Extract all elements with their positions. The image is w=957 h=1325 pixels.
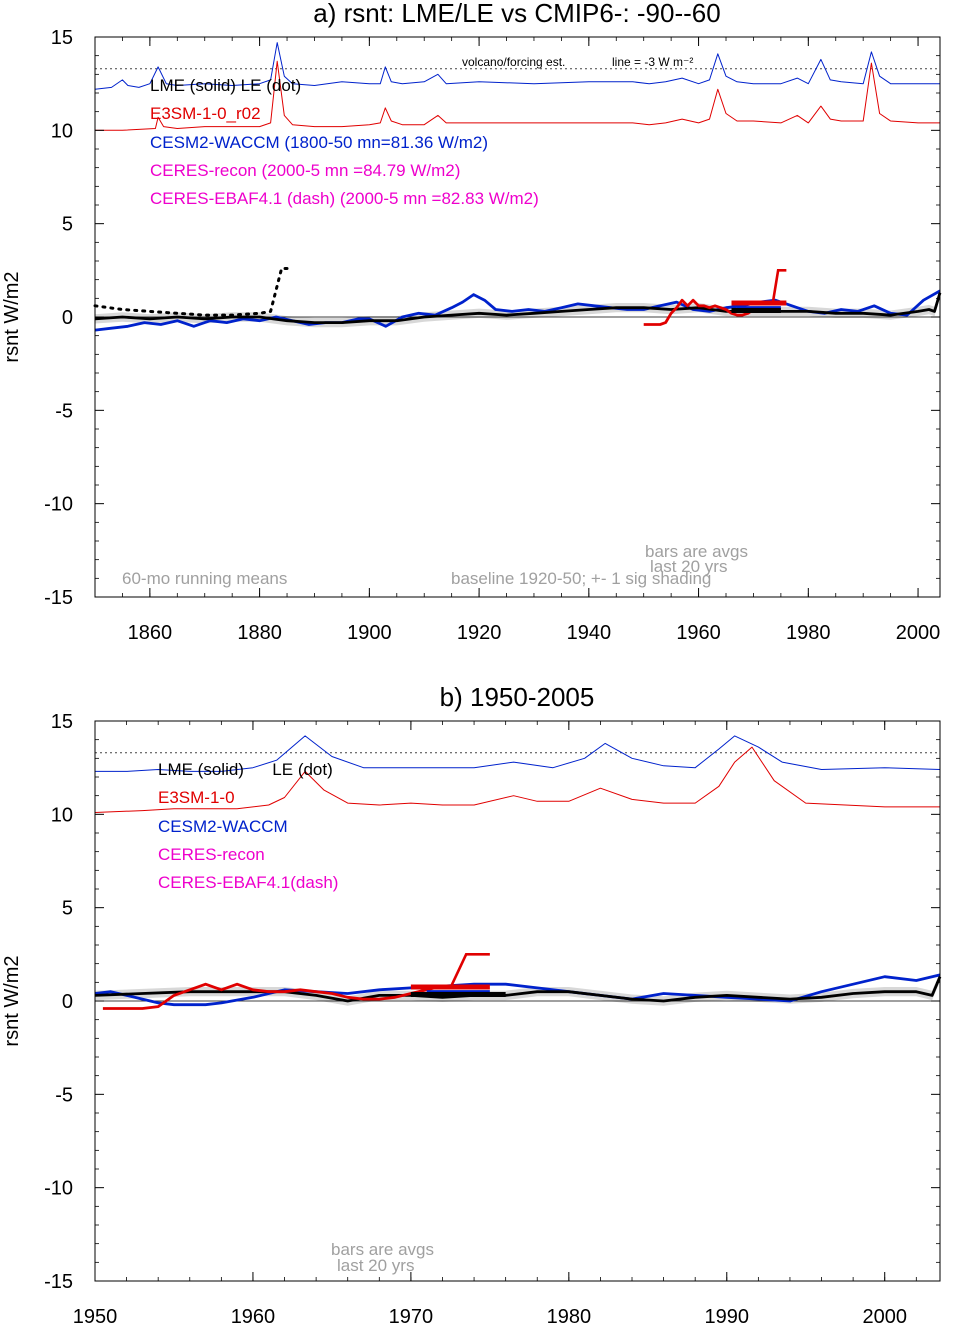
- panel-b-series-3: [94, 976, 942, 1003]
- legend-ceres-recon: CERES-recon (2000-5 mn =84.79 W/m2): [150, 161, 460, 180]
- panel-a-series-3: [94, 292, 942, 325]
- panel-a-xtick-label-3: 1920: [457, 622, 502, 644]
- panel-a-series-4: [93, 267, 289, 317]
- panel-b: b) 1950-2005 rsnt W/m2 15 10 5 0 -5 -10 -15195…: [1, 682, 942, 1325]
- panel-a-series-2: [94, 289, 941, 332]
- panel-a-legend: LME (solid) LE (dot) E3SM-1-0_r02 CESM2-…: [150, 76, 539, 208]
- note-bars-avgs: bars are avgs: [645, 542, 748, 561]
- panel-b-ytick-label-6: -15: [44, 1271, 73, 1293]
- legend-b-cesm2: CESM2-WACCM: [158, 817, 288, 836]
- panel-b-xtick-label-0: 1950: [73, 1306, 118, 1325]
- panel-a-ytick-label-5: -10: [44, 494, 73, 516]
- legend-cesm2: CESM2-WACCM (1800-50 mn=81.36 W/m2): [150, 133, 488, 152]
- panel-a-lme-shading: [95, 288, 940, 328]
- note-volcano: volcano/forcing est.: [462, 55, 565, 69]
- note-running-means: 60-mo running means: [122, 569, 287, 588]
- note-baseline: baseline 1920-50; +- 1 sig shading: [451, 569, 711, 588]
- panel-a-ytick-label-2: 5: [62, 214, 73, 236]
- panel-b-xtick-label-2: 1970: [389, 1306, 434, 1325]
- panel-a-xtick-label-7: 2000: [896, 622, 941, 644]
- legend-ceres-ebaf: CERES-EBAF4.1 (dash) (2000-5 mn =82.83 W…: [150, 189, 539, 208]
- panel-b-ytick-label-2: 5: [62, 898, 73, 920]
- panel-b-xtick-label-4: 1990: [705, 1306, 750, 1325]
- note-b-last-20: last 20 yrs: [337, 1256, 414, 1275]
- panel-a-ytick-label-1: 10: [51, 120, 73, 142]
- panel-a-xtick-label-0: 1860: [128, 622, 173, 644]
- note-last-20: last 20 yrs: [650, 557, 727, 576]
- legend-e3sm: E3SM-1-0_r02: [150, 104, 261, 123]
- panel-a-series-0: [94, 42, 940, 90]
- panel-a-series-1: [95, 60, 940, 131]
- panel-b-series-1: [94, 746, 940, 813]
- panel-b-legend: LME (solid) LE (dot) E3SM-1-0 CESM2-WACC…: [158, 760, 338, 892]
- panel-b-xtick-label-5: 2000: [862, 1306, 907, 1325]
- panel-a-ytick-label-4: -5: [55, 400, 73, 422]
- legend-lme: LME (solid) LE (dot): [150, 76, 301, 95]
- panel-b-xtick-label-1: 1960: [231, 1306, 276, 1325]
- panel-b-ytick-label-3: 0: [62, 991, 73, 1013]
- panel-b-hook: [449, 953, 490, 989]
- panel-a-xtick-label-2: 1900: [347, 622, 392, 644]
- panel-b-series-4: [102, 982, 435, 1010]
- panel-b-series-0: [95, 735, 941, 772]
- panel-b-ylabel: rsnt W/m2: [1, 955, 23, 1046]
- panel-a-series-5: [643, 298, 760, 326]
- panel-b-ytick-label-0: 15: [51, 711, 73, 733]
- legend-b-e3sm: E3SM-1-0: [158, 788, 235, 807]
- panel-a-ytick-label-6: -15: [44, 587, 73, 609]
- note-b-bars-avgs: bars are avgs: [331, 1240, 434, 1259]
- legend-b-lme: LME (solid) LE (dot): [158, 760, 333, 779]
- panel-a-xtick-label-6: 1980: [786, 622, 831, 644]
- panel-a-xtick-label-4: 1940: [567, 622, 612, 644]
- panel-a-title: a) rsnt: LME/LE vs CMIP6-: -90--60: [313, 0, 720, 28]
- panel-b-ytick-label-5: -10: [44, 1178, 73, 1200]
- panel-a: a) rsnt: LME/LE vs CMIP6-: -90--60 rsnt …: [1, 0, 942, 644]
- panel-a-xtick-label-5: 1960: [676, 622, 721, 644]
- panel-a-hook: [771, 269, 787, 305]
- note-line: line = -3 W m⁻²: [612, 55, 693, 69]
- panel-a-ylabel: rsnt W/m2: [1, 271, 23, 362]
- panel-b-ytick-label-1: 10: [51, 804, 73, 826]
- panel-b-xtick-label-3: 1980: [547, 1306, 592, 1325]
- legend-b-ceres-recon: CERES-recon: [158, 845, 265, 864]
- panel-a-ytick-label-3: 0: [62, 307, 73, 329]
- panel-b-title: b) 1950-2005: [440, 682, 595, 712]
- panel-a-xtick-label-1: 1880: [237, 622, 282, 644]
- legend-b-ceres-ebaf: CERES-EBAF4.1(dash): [158, 873, 338, 892]
- panel-b-ytick-label-4: -5: [55, 1084, 73, 1106]
- panel-a-ytick-label-0: 15: [51, 27, 73, 49]
